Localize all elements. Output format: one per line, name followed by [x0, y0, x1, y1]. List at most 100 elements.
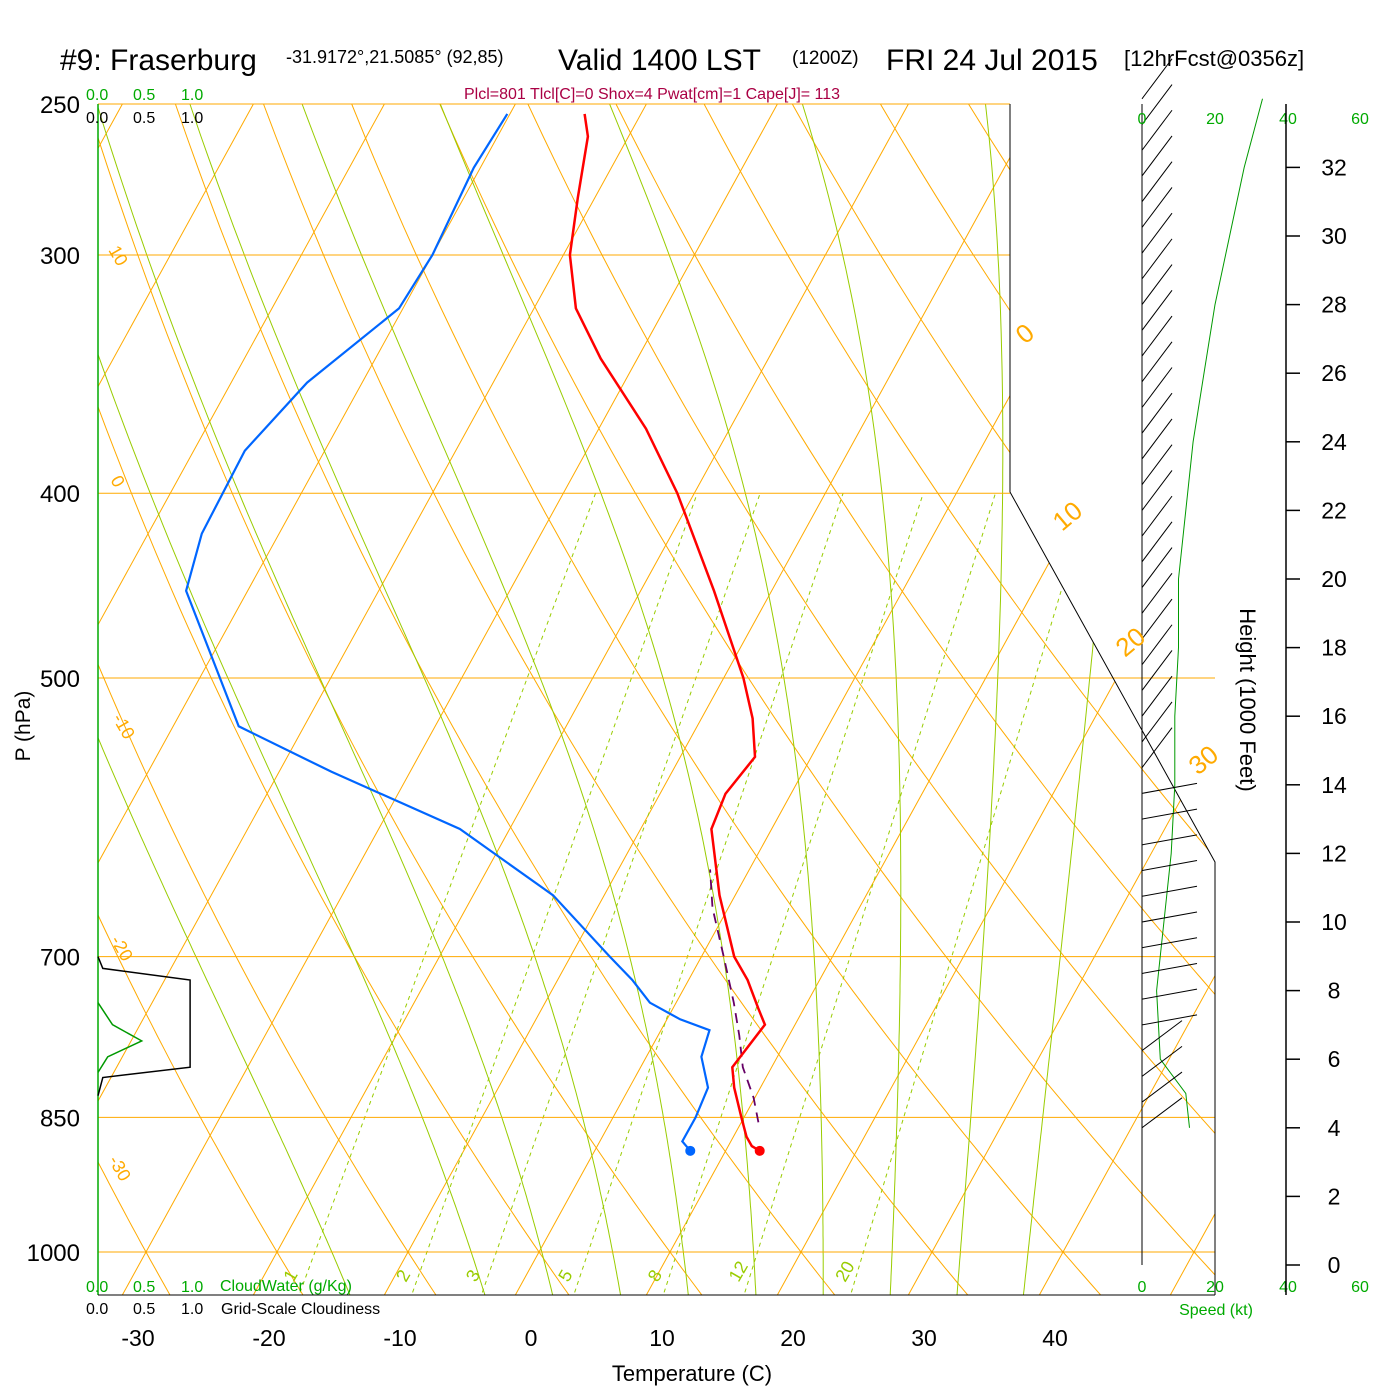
wind-barb — [1141, 367, 1173, 408]
dry-adiabat-line — [1191, 104, 1215, 1295]
height-tick-label: 30 — [1321, 223, 1347, 249]
wind-barb — [1141, 911, 1198, 923]
wind-barb — [1141, 650, 1173, 691]
isotherm-value-label: -20 — [107, 932, 137, 965]
isotherm-line — [1019, 104, 1215, 1295]
profiles — [184, 113, 767, 1156]
height-tick-label: 12 — [1321, 840, 1347, 866]
temperature-tick-label: -30 — [121, 1325, 154, 1351]
pressure-tick-label: 250 — [40, 92, 80, 119]
isotherm-line — [98, 104, 225, 1295]
temperature-tick-label: -10 — [383, 1325, 416, 1351]
cloudwater-label: CloudWater (g/Kg) — [220, 1278, 352, 1295]
pressure-tick-label: 700 — [40, 945, 80, 972]
x-axis-label: Temperature (C) — [612, 1361, 772, 1386]
speed-tick-bottom-20: 20 — [1206, 1279, 1224, 1296]
dry-adiabat-line — [695, 104, 1215, 1295]
isotherm-line — [1150, 104, 1215, 1295]
dry-adiabat-line — [98, 104, 192, 1295]
isotherm-value-label: -10 — [109, 710, 139, 743]
wind-barb — [1141, 885, 1198, 897]
cw-tick-top-05: 0.5 — [133, 87, 155, 104]
speed-tick-top-20: 20 — [1206, 111, 1224, 128]
y-axis-label: P (hPa) — [12, 691, 35, 762]
temperature-axis-labels: -30 -20 -10 0 10 20 30 40 — [121, 1325, 1067, 1351]
dry-adiabat-line — [1357, 0, 1400, 1331]
moist-adiabat-line — [98, 104, 497, 1295]
moist-adiabat-line — [368, 104, 759, 1295]
temperature-line — [568, 113, 767, 1152]
dry-adiabat-line — [530, 104, 1215, 1295]
cw-tick-bottom-05: 0.5 — [133, 1279, 155, 1296]
utc-time: (1200Z) — [792, 48, 859, 69]
moist-adiabat-line — [131, 104, 628, 1295]
temperature-tick-label: 10 — [649, 1325, 675, 1351]
pressure-tick-label: 400 — [40, 481, 80, 508]
cl-tick-bottom-1: 1.0 — [181, 1301, 203, 1318]
dry-adiabat-line — [98, 104, 595, 1295]
height-tick-label: 10 — [1321, 909, 1347, 935]
temperature-tick-label: -20 — [252, 1325, 285, 1351]
isotherm-value-label: 10 — [1047, 495, 1088, 537]
wind-barb — [1141, 834, 1198, 846]
cl-tick-top-1: 1.0 — [181, 110, 203, 127]
mixing-ratio-line — [481, 493, 761, 1293]
isotherm-line — [98, 104, 749, 1295]
wind-barb — [1141, 727, 1173, 768]
wind-barb — [1141, 1045, 1183, 1077]
cl-tick-top-05: 0.5 — [133, 110, 155, 127]
dry-adiabat-line — [612, 104, 1215, 1295]
wind-barb — [1141, 808, 1198, 820]
mixing-ratio-value-label: 5 — [554, 1266, 576, 1285]
pressure-axis-labels: 250 300 400 500 700 850 1000 — [27, 92, 80, 1267]
isotherm-value-label: 20 — [1110, 621, 1151, 663]
height-tick-label: 2 — [1328, 1183, 1341, 1209]
wind-barb — [1141, 315, 1173, 357]
surface-temperature-marker — [754, 1145, 765, 1156]
height-tick-label: 26 — [1321, 360, 1347, 386]
mixing-ratio-value-label: 8 — [644, 1266, 666, 1285]
wind-barbs — [1141, 58, 1198, 1129]
temperature-tick-label: 30 — [911, 1325, 937, 1351]
dewpoint-line — [184, 113, 711, 1152]
stability-indices: Plcl=801 Tlcl[C]=0 Shox=4 Pwat[cm]=1 Cap… — [464, 86, 840, 103]
dry-adiabat-line — [447, 104, 1215, 1295]
isotherm-line — [757, 104, 1215, 1295]
moist-adiabat-line — [237, 104, 693, 1295]
cloud-panel — [97, 956, 191, 1096]
temperature-tick-label: 0 — [525, 1325, 538, 1351]
wind-barb — [1141, 624, 1173, 666]
forecast-info: [12hrFcst@0356z] — [1124, 46, 1304, 71]
height-tick-label: 4 — [1328, 1115, 1341, 1141]
pressure-tick-label: 300 — [40, 243, 80, 270]
mixing-ratio-line — [663, 493, 924, 1293]
cloudiness-line — [97, 956, 191, 1096]
mixing-ratio-line — [412, 493, 698, 1293]
isotherm-value-label: 0 — [1010, 317, 1040, 349]
isotherm-line — [364, 104, 1142, 1295]
cloud-panel-ticks: 0.0 0.5 1.0 0.0 0.5 1.0 0.0 0.5 1.0 Clou… — [86, 87, 380, 1318]
wind-barb — [1141, 418, 1173, 460]
wind-barb — [1141, 962, 1198, 974]
wind-barb — [1141, 782, 1198, 794]
moist-adiabat-line — [533, 104, 824, 1295]
station-coords: -31.9172°,21.5085° (92,85) — [286, 47, 504, 67]
speed-tick-bottom-60: 60 — [1351, 1279, 1369, 1296]
isotherm-value-label: -30 — [105, 1152, 135, 1185]
valid-time: Valid 1400 LST — [558, 44, 761, 77]
moist-adiabat-line — [737, 104, 902, 1295]
isotherm-line — [102, 104, 880, 1295]
isotherm-line — [233, 104, 1011, 1295]
isotherm-line — [626, 104, 1215, 1295]
speed-tick-top-0: 0 — [1138, 111, 1147, 128]
dry-adiabat-line — [98, 104, 730, 1295]
moist-adiabat-line — [1019, 104, 1139, 1295]
isotherm-line — [1282, 0, 1400, 1331]
cloudiness-label: Grid-Scale Cloudiness — [221, 1301, 380, 1318]
moist-adiabat-line — [953, 104, 1004, 1295]
wind-barb — [1141, 1097, 1183, 1129]
dry-adiabat-line — [199, 104, 999, 1295]
height-tick-label: 20 — [1321, 566, 1347, 592]
